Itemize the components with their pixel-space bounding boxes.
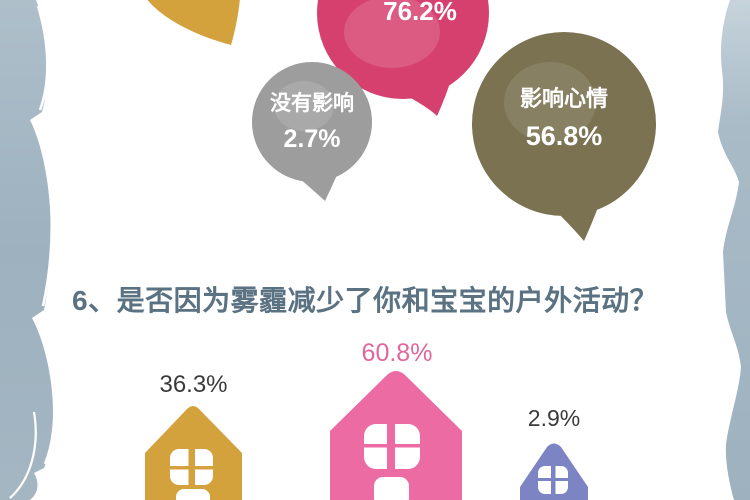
cloud-border-left-highlight-2 [33, 125, 53, 307]
bubble-olive-value: 56.8% [525, 121, 603, 151]
bubble-gold-cropped [147, 0, 240, 45]
bubble-pink [317, 0, 489, 116]
house-blue-window-transom [538, 478, 568, 481]
house-pink-door [374, 477, 409, 500]
bubble-gray-tail [292, 166, 341, 201]
house-blue [520, 443, 588, 500]
cloud-border-right [718, 0, 750, 500]
bubble-olive-tail [553, 202, 600, 241]
bubble-olive-body [472, 32, 656, 216]
cloud-border-left-highlight-1 [36, 5, 49, 111]
cloud-border-left-highlight-3 [35, 323, 56, 465]
bubble-pink-tail [400, 76, 452, 116]
bubble-pink-highlight [344, 0, 440, 68]
house-gold-window-transom [170, 466, 213, 470]
house-blue-value: 2.9% [527, 405, 581, 431]
cloud-border-left-highlight-4 [9, 411, 37, 499]
house-pink-value: 60.8% [361, 339, 433, 367]
house-gold [145, 406, 242, 500]
question-title: 6、是否因为雾霾减少了你和宝宝的户外活动？ [72, 285, 659, 316]
house-pink-window-transom [364, 444, 420, 448]
cloud-border-left [0, 0, 56, 500]
cloud-border-left-shape [0, 0, 54, 500]
house-gold-value: 36.3% [159, 371, 228, 398]
bubble-olive [472, 32, 656, 241]
house-gold-door [176, 489, 210, 500]
bubble-gray-body [252, 62, 372, 182]
bubble-gray-label: 没有影响 [270, 92, 354, 115]
bubble-gray-highlight [274, 81, 334, 131]
cloud-border-right-shape [718, 0, 750, 500]
bubble-pink-value: 76.2% [383, 0, 457, 26]
bubble-gray-value: 2.7% [283, 125, 341, 153]
house-pink [330, 371, 462, 500]
bubble-pink-body [317, 0, 489, 99]
bubble-olive-highlight [504, 62, 596, 142]
bubble-gray [252, 62, 372, 201]
bubble-olive-label: 影响心情 [519, 86, 608, 111]
